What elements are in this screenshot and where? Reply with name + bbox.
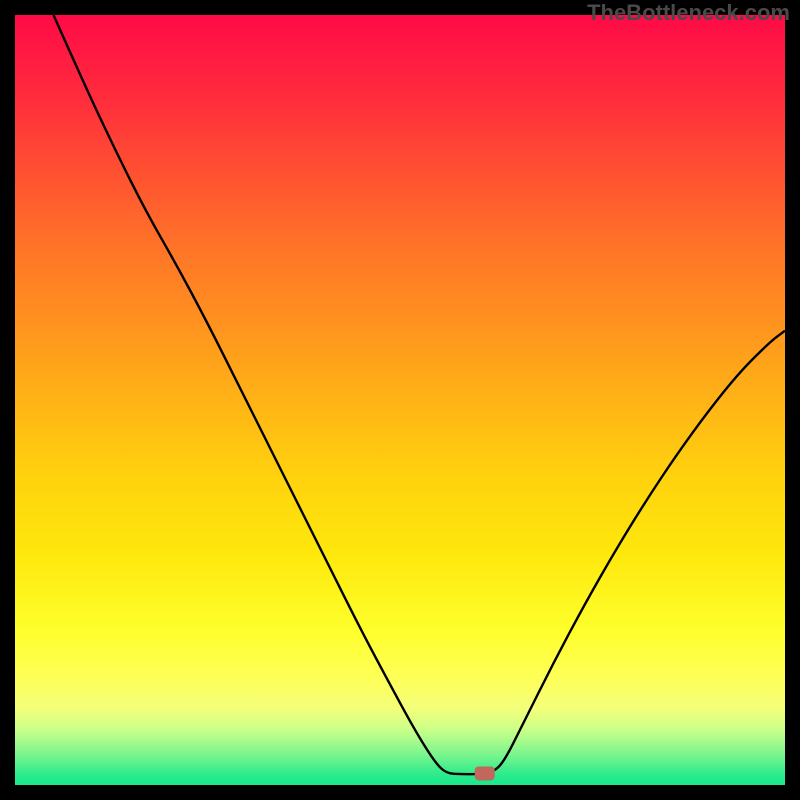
watermark-text: TheBottleneck.com (587, 0, 790, 26)
chart-svg (0, 0, 800, 800)
optimum-marker (475, 766, 495, 780)
bottleneck-chart: TheBottleneck.com (0, 0, 800, 800)
